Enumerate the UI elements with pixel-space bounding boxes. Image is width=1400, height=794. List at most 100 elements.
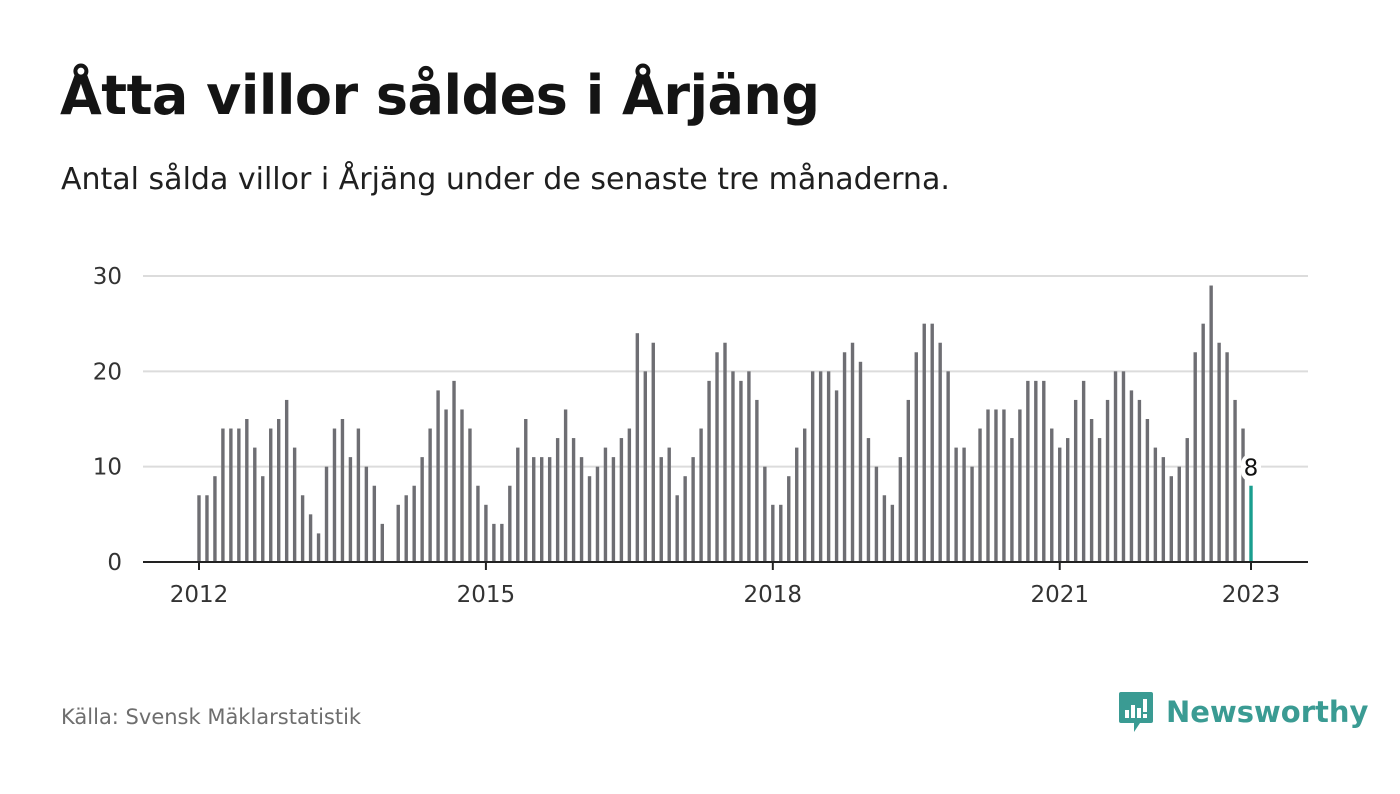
bar [492,523,496,562]
bar [842,352,847,562]
bar [563,409,568,562]
bar [715,352,719,562]
bar [532,457,536,562]
bar [866,438,871,562]
bar-chart: 0 10 20 30 2012 2015 2018 2021 2023 8 [93,264,1308,608]
x-tick-label: 2023 [1222,582,1281,608]
bar [779,504,783,562]
bar [524,419,528,562]
axes [143,561,1308,570]
bar [571,438,576,562]
chart-title: Åtta villor såldes i Årjäng [60,64,820,127]
bar [508,485,512,562]
bar [1042,380,1046,562]
bar [914,352,918,562]
bar [1081,380,1086,562]
bar [763,466,767,562]
bar [731,371,735,562]
bar [771,504,775,562]
bar [221,428,225,562]
bar [659,457,663,562]
bar [316,533,321,562]
brand-logo[interactable]: Newsworthy [1118,690,1368,734]
y-tick-label: 0 [107,550,122,576]
bar [1233,399,1237,562]
bar [595,466,600,562]
bar [683,476,687,562]
bar [1058,447,1062,562]
bar [810,371,815,562]
bar [1177,466,1181,562]
bar [803,428,807,562]
bar [197,495,201,562]
bar [540,457,544,562]
bar [1217,342,1221,562]
bar [1193,352,1197,562]
bar [1153,447,1158,562]
bar [547,457,552,562]
bar [922,323,926,562]
bar [356,428,361,562]
bar [444,409,448,562]
bar [1026,380,1030,562]
bar [555,438,560,562]
bar [1137,399,1142,562]
bar [890,504,895,562]
bar [1145,419,1150,562]
newsworthy-logo-icon [1119,692,1153,732]
bar [476,485,480,562]
bar [468,428,472,562]
source-note: Källa: Svensk Mäklarstatistik [61,705,362,729]
bar [1169,476,1173,562]
bar [882,495,887,562]
bar [420,457,424,562]
bar [205,495,209,562]
y-tick-label: 10 [93,455,122,481]
bar [332,428,337,562]
bar [619,438,624,562]
bar [213,476,217,562]
brand-name: Newsworthy [1166,695,1369,729]
bar [1113,371,1118,562]
bar [691,457,695,562]
bar [340,419,345,562]
bar [380,523,384,562]
bar [962,447,966,562]
bar [277,419,281,562]
x-tick-label: 2012 [170,582,229,608]
bar [587,476,592,562]
bar [1129,390,1134,562]
bar [946,371,950,562]
bar [898,457,903,562]
bar [627,428,632,562]
bar [1018,409,1022,562]
bar [428,428,432,562]
bar [611,457,616,562]
bar [436,390,440,562]
bar [237,428,241,562]
bar [874,466,879,562]
highlight-value-label: 8 [1244,456,1259,482]
bar [1105,399,1110,562]
y-tick-label: 20 [93,359,122,385]
bar [229,428,233,562]
x-tick-label: 2018 [744,582,803,608]
bar [747,371,751,562]
bar [253,447,257,562]
bar [396,504,400,562]
bar [1225,352,1229,562]
bar-highlight [1249,485,1253,562]
bar [1050,428,1054,562]
bar [300,495,305,562]
bar [906,399,910,562]
bar [643,371,647,562]
bar [1241,428,1245,562]
bar [372,485,377,562]
bar [826,371,831,562]
bar [755,399,759,562]
bar [245,419,249,562]
bar [938,342,942,562]
bar [1201,323,1205,562]
bar [970,466,974,562]
bar [1161,457,1166,562]
